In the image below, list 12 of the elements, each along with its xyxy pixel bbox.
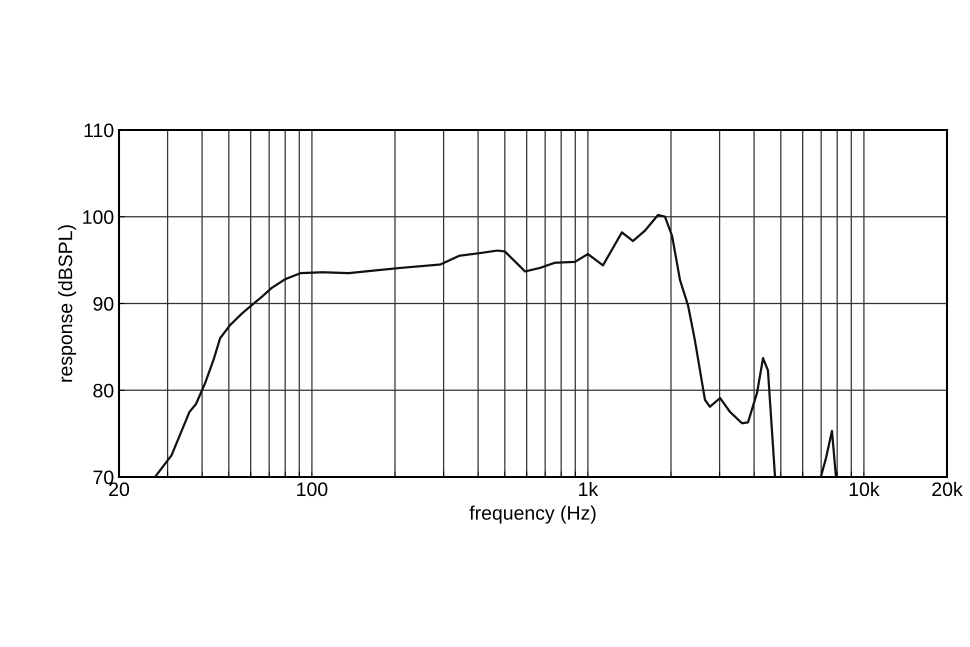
y-tick-label: 100 (83, 210, 114, 224)
x-tick-label: 1k (579, 482, 598, 496)
y-axis-title: response (dBSPL) (58, 225, 76, 382)
x-tick-label: 20 (109, 482, 130, 496)
y-tick-label: 70 (94, 470, 114, 484)
y-tick-label: 110 (84, 123, 114, 138)
y-tick-label: 90 (93, 296, 114, 311)
x-tick-label: 20k (932, 482, 963, 496)
x-tick-label: 10k (850, 482, 880, 496)
x-tick-label: 100 (297, 482, 328, 496)
y-tick-label: 80 (93, 384, 114, 398)
x-axis-title: frequency (Hz) (470, 506, 596, 524)
